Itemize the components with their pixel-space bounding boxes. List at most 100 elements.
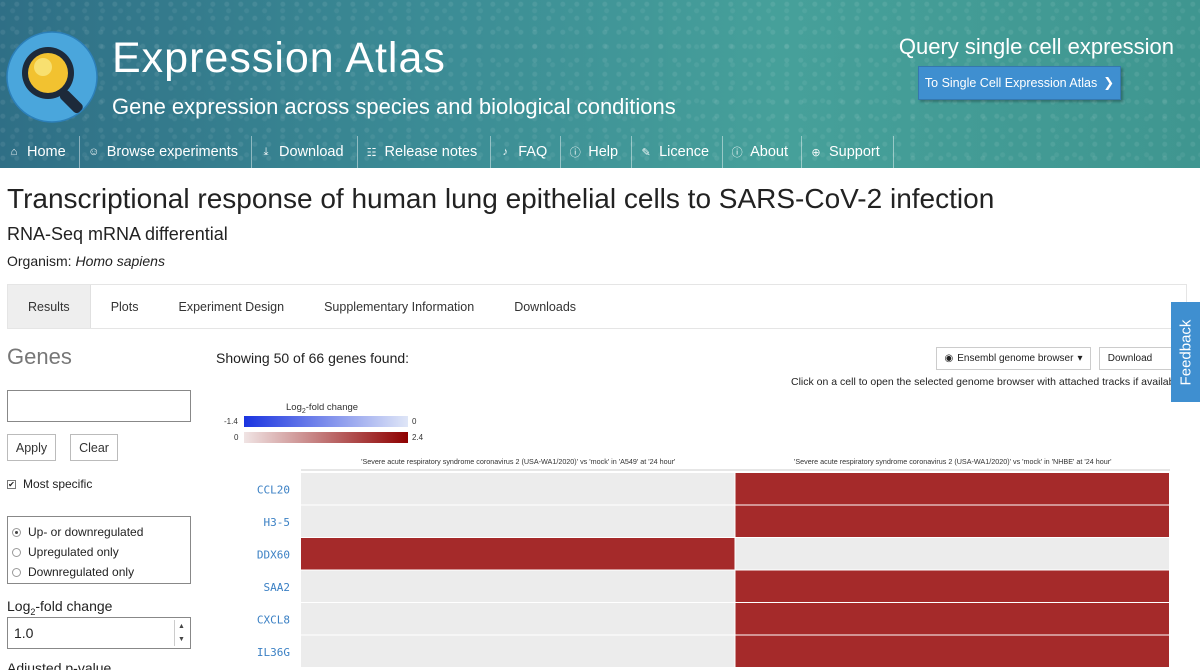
legend-upregulated-bar — [244, 432, 408, 443]
radio-label: Up- or downregulated — [28, 525, 144, 539]
gene-label[interactable]: DDX60 — [257, 548, 290, 561]
nav-help[interactable]: ⓘ Help — [561, 136, 633, 168]
nav-release-notes[interactable]: ☷ Release notes — [358, 136, 492, 168]
site-header: Expression Atlas Gene expression across … — [0, 0, 1200, 168]
download-button[interactable]: Download — [1099, 347, 1161, 370]
nav-home[interactable]: ⌂ Home — [0, 136, 80, 168]
stepper-up-icon[interactable]: ▲ — [178, 623, 185, 630]
stepper-down-icon[interactable]: ▼ — [178, 636, 185, 643]
feedback-tab[interactable]: Feedback — [1171, 302, 1200, 402]
fold-change-label: Log2-fold change — [7, 598, 113, 617]
radio-label: Upregulated only — [28, 545, 119, 559]
heatmap-cell[interactable] — [301, 473, 735, 505]
download-icon: ⤓ — [263, 145, 269, 158]
most-specific-option[interactable]: ✔ Most specific — [7, 477, 92, 491]
radio-unselected-icon[interactable] — [12, 567, 21, 577]
genome-browser-select[interactable]: ◉ Ensembl genome browser ▾ — [936, 347, 1091, 370]
genome-browser-label: Ensembl genome browser — [957, 353, 1074, 364]
caret-down-icon: ▾ — [1077, 353, 1083, 364]
single-cell-atlas-label: To Single Cell Expression Atlas — [924, 76, 1098, 90]
tab-plots[interactable]: Plots — [110, 299, 139, 314]
nav-label: Release notes — [384, 144, 478, 160]
clear-button[interactable]: Clear — [70, 434, 118, 461]
gene-search-input[interactable] — [7, 390, 191, 422]
chevron-right-icon: ❯ — [1103, 75, 1115, 90]
column-header: 'Severe acute respiratory syndrome coron… — [794, 457, 1112, 466]
nav-label: Licence — [659, 144, 710, 160]
checkbox-checked-icon[interactable]: ✔ — [7, 479, 16, 489]
heatmap-cell[interactable] — [735, 603, 1170, 635]
info-icon: ⓘ — [731, 147, 743, 159]
tab-results[interactable]: Results — [8, 285, 91, 328]
heatmap-cell[interactable] — [735, 570, 1170, 603]
query-single-cell-title: Query single cell expression — [898, 34, 1174, 59]
apply-button[interactable]: Apply — [7, 434, 56, 461]
nav-label: Download — [279, 144, 344, 160]
help-icon: ⓘ — [569, 147, 581, 159]
radio-unselected-icon[interactable] — [12, 547, 21, 557]
fold-change-value: 1.0 — [14, 625, 34, 641]
regulation-filter: Up- or downregulated Upregulated only Do… — [7, 516, 191, 584]
radio-downregulated[interactable]: Downregulated only — [12, 562, 190, 582]
heatmap: 'Severe acute respiratory syndrome coron… — [257, 457, 1170, 668]
licence-icon: ✎ — [641, 146, 651, 159]
heatmap-cell[interactable] — [301, 570, 735, 603]
most-specific-label: Most specific — [23, 477, 93, 491]
organism-line: Organism: Homo sapiens — [7, 253, 165, 269]
nav-faq[interactable]: ♪ FAQ — [491, 136, 562, 168]
expression-atlas-logo[interactable] — [6, 31, 98, 123]
main-nav: ⌂ Home ☺ Browse experiments ⤓ Download ☷… — [0, 136, 894, 168]
radio-label: Downregulated only — [28, 565, 135, 579]
feedback-label: Feedback — [1177, 319, 1194, 385]
nav-label: Browse experiments — [106, 144, 239, 160]
radio-selected-icon[interactable] — [12, 527, 21, 537]
heatmap-cell[interactable] — [301, 635, 735, 668]
column-header: 'Severe acute respiratory syndrome coron… — [361, 457, 676, 466]
nav-label: Support — [828, 144, 880, 160]
heatmap-cell[interactable] — [735, 635, 1170, 668]
fold-change-input[interactable]: 1.0 ▲ ▼ — [7, 617, 191, 649]
tab-experiment-design[interactable]: Experiment Design — [178, 299, 285, 314]
legend-title: Log2-fold change — [286, 402, 359, 415]
legend-downregulated-bar — [244, 416, 408, 427]
gene-label[interactable]: CXCL8 — [257, 613, 290, 626]
heatmap-cell[interactable] — [735, 538, 1170, 570]
legend-down-max: 0 — [412, 417, 417, 426]
site-title[interactable]: Expression Atlas — [112, 34, 446, 82]
tab-supplementary-information[interactable]: Supplementary Information — [324, 299, 475, 314]
radio-up-or-down[interactable]: Up- or downregulated — [12, 522, 190, 542]
nav-label: Home — [27, 144, 66, 160]
nav-label: Help — [588, 144, 619, 160]
nav-licence[interactable]: ✎ Licence — [632, 136, 724, 168]
nav-download[interactable]: ⤓ Download — [252, 136, 358, 168]
gene-label[interactable]: H3-5 — [264, 516, 291, 529]
genome-browser-hint: Click on a cell to open the selected gen… — [791, 376, 1171, 388]
nav-browse-experiments[interactable]: ☺ Browse experiments — [80, 136, 253, 168]
legend-up-max: 2.4 — [412, 433, 424, 442]
experiment-tabs: Results Plots Experiment Design Suppleme… — [7, 284, 1187, 329]
support-icon: ⊕ — [811, 146, 821, 159]
home-icon: ⌂ — [10, 146, 18, 158]
fold-change-stepper[interactable]: ▲ ▼ — [174, 620, 188, 646]
heatmap-cell[interactable] — [735, 473, 1170, 505]
gene-label[interactable]: IL36G — [257, 646, 290, 659]
experiment-title: Transcriptional response of human lung e… — [7, 183, 995, 214]
legend-down-min: -1.4 — [224, 417, 238, 426]
heatmap-cell[interactable] — [735, 505, 1170, 538]
nav-about[interactable]: ⓘ About — [723, 136, 802, 168]
tab-downloads[interactable]: Downloads — [514, 299, 577, 314]
experiment-type: RNA-Seq mRNA differential — [7, 224, 228, 244]
heatmap-cell[interactable] — [301, 603, 735, 635]
gene-label[interactable]: CCL20 — [257, 483, 290, 496]
gene-label[interactable]: SAA2 — [264, 581, 291, 594]
organism-label: Organism: — [7, 253, 72, 269]
nav-label: About — [750, 144, 788, 160]
legend-up-min: 0 — [234, 433, 239, 442]
radio-upregulated[interactable]: Upregulated only — [12, 542, 190, 562]
heatmap-cell[interactable] — [301, 538, 735, 570]
nav-label: FAQ — [518, 144, 548, 160]
nav-support[interactable]: ⊕ Support — [802, 136, 894, 168]
single-cell-atlas-button[interactable]: To Single Cell Expression Atlas ❯ — [918, 66, 1121, 100]
pvalue-label: Adjusted p-value — [7, 660, 112, 670]
heatmap-cell[interactable] — [301, 505, 735, 538]
